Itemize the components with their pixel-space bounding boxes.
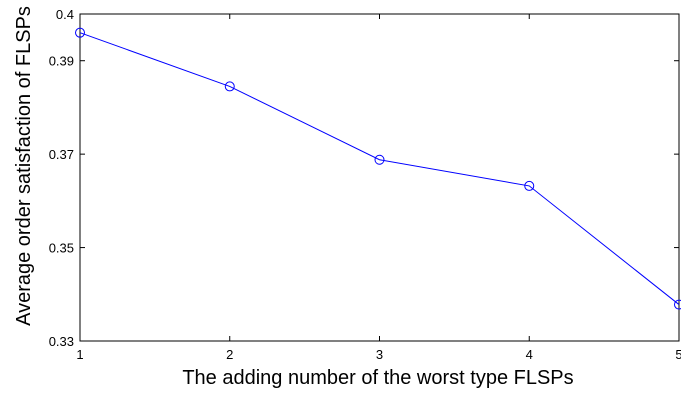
y-axis-label: Average order satisfaction of FLSPs	[13, 6, 35, 326]
y-tick-label: 0.4	[56, 7, 74, 22]
x-tick-label: 3	[376, 347, 383, 362]
y-tick-label: 0.33	[49, 334, 74, 349]
y-tick-label: 0.35	[49, 241, 74, 256]
x-tick-label: 1	[76, 347, 83, 362]
x-tick-label: 5	[675, 347, 681, 362]
axes	[80, 14, 679, 341]
y-tick-label: 0.37	[49, 147, 74, 162]
x-axis-label: The adding number of the worst type FLSP…	[182, 367, 573, 389]
plot-area-frame	[80, 14, 679, 341]
y-tick-label: 0.39	[49, 54, 74, 69]
x-tick-label: 2	[226, 347, 233, 362]
x-tick-label: 4	[526, 347, 533, 362]
